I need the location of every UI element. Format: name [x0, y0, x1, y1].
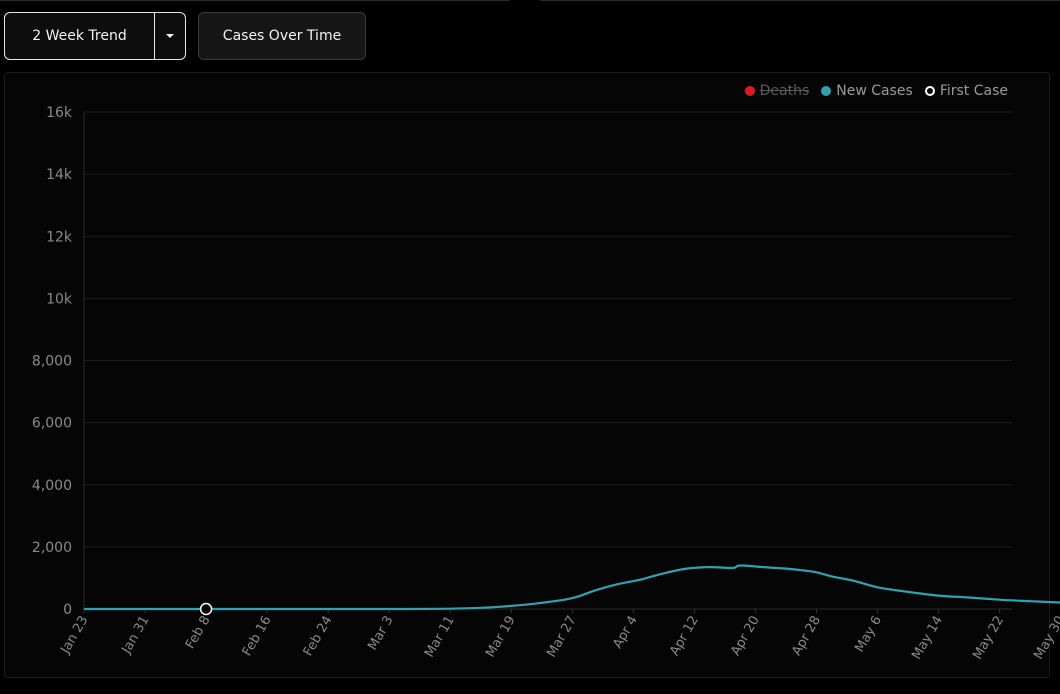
x-tick-label: Mar 11: [422, 614, 458, 661]
x-tick-label: May 6: [852, 614, 885, 656]
y-tick-label: 4,000: [32, 478, 72, 494]
y-tick-label: 16k: [46, 105, 73, 121]
x-tick-label: Feb 24: [301, 614, 336, 659]
x-tick-label: Apr 4: [610, 614, 640, 652]
legend-new-cases-label: New Cases: [836, 83, 913, 99]
legend-deaths-marker: [744, 86, 755, 96]
x-tick-label: Apr 12: [667, 614, 702, 659]
x-tick-label: Jan 31: [119, 614, 153, 658]
chart-legend: Deaths New Cases First Case: [744, 83, 1008, 99]
y-tick-label: 2,000: [32, 540, 72, 556]
legend-item-deaths[interactable]: Deaths: [744, 83, 810, 99]
y-tick-label: 14k: [46, 167, 73, 183]
caret-down-icon: [166, 34, 174, 38]
x-tick-label: Apr 28: [789, 614, 824, 659]
legend-deaths-label: Deaths: [759, 83, 810, 99]
x-tick-label: May 14: [909, 614, 946, 663]
legend-first-case-marker: [924, 86, 935, 96]
chart-panel: [4, 72, 1050, 678]
y-tick-label: 0: [63, 602, 72, 618]
x-tick-label: Mar 27: [544, 614, 580, 661]
first-case-marker: [199, 602, 213, 616]
x-tick-label: May 22: [970, 614, 1007, 663]
new-cases-line: [83, 564, 1060, 611]
legend-item-new-cases[interactable]: New Cases: [821, 83, 913, 99]
trend-dropdown-label[interactable]: 2 Week Trend: [32, 28, 127, 44]
y-tick-label: 6,000: [32, 416, 72, 432]
legend-first-case-label: First Case: [939, 83, 1008, 99]
x-tick-label: Feb 16: [240, 614, 275, 659]
x-tick-label: Mar 3: [365, 614, 396, 653]
x-tick-label: Apr 20: [728, 614, 763, 659]
x-tick-label: Mar 19: [483, 614, 519, 661]
x-tick-label: Jan 23: [58, 614, 92, 658]
legend-item-first-case[interactable]: First Case: [924, 83, 1008, 99]
x-tick-label: Feb 8: [183, 614, 214, 652]
trend-dropdown[interactable]: 2 Week Trend: [4, 12, 186, 60]
cases-over-time-button[interactable]: Cases Over Time: [198, 12, 366, 60]
y-tick-label: 10k: [46, 291, 73, 307]
y-tick-label: 8,000: [32, 354, 72, 370]
y-tick-label: 12k: [46, 229, 73, 245]
dropdown-toggle-button[interactable]: [154, 13, 185, 59]
legend-new-cases-marker: [821, 86, 832, 96]
x-tick-label: May 30: [1031, 614, 1060, 663]
